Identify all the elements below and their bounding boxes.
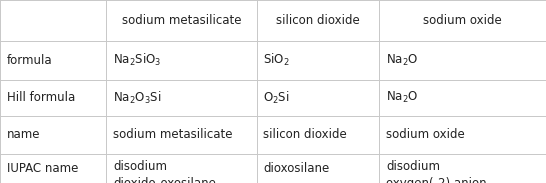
Text: $\mathregular{SiO_2}$: $\mathregular{SiO_2}$ xyxy=(263,52,290,68)
Text: disodium
oxygen(-2) anion: disodium oxygen(-2) anion xyxy=(386,160,486,183)
Text: dioxosilane: dioxosilane xyxy=(263,162,329,175)
Text: $\mathregular{Na_2SiO_3}$: $\mathregular{Na_2SiO_3}$ xyxy=(113,52,161,68)
Text: disodium
dioxido-oxosilane: disodium dioxido-oxosilane xyxy=(113,160,216,183)
Text: $\mathregular{Na_2O_3Si}$: $\mathregular{Na_2O_3Si}$ xyxy=(113,90,162,106)
Text: formula: formula xyxy=(7,54,52,67)
Text: sodium oxide: sodium oxide xyxy=(423,14,502,27)
Text: sodium metasilicate: sodium metasilicate xyxy=(113,128,233,141)
Text: IUPAC name: IUPAC name xyxy=(7,162,78,175)
Text: sodium metasilicate: sodium metasilicate xyxy=(122,14,241,27)
Text: $\mathregular{Na_2O}$: $\mathregular{Na_2O}$ xyxy=(386,90,418,105)
Text: $\mathregular{Na_2O}$: $\mathregular{Na_2O}$ xyxy=(386,53,418,68)
Text: silicon dioxide: silicon dioxide xyxy=(276,14,360,27)
Text: name: name xyxy=(7,128,40,141)
Text: $\mathregular{O_2Si}$: $\mathregular{O_2Si}$ xyxy=(263,90,290,106)
Text: sodium oxide: sodium oxide xyxy=(386,128,465,141)
Text: Hill formula: Hill formula xyxy=(7,91,75,104)
Text: silicon dioxide: silicon dioxide xyxy=(263,128,347,141)
